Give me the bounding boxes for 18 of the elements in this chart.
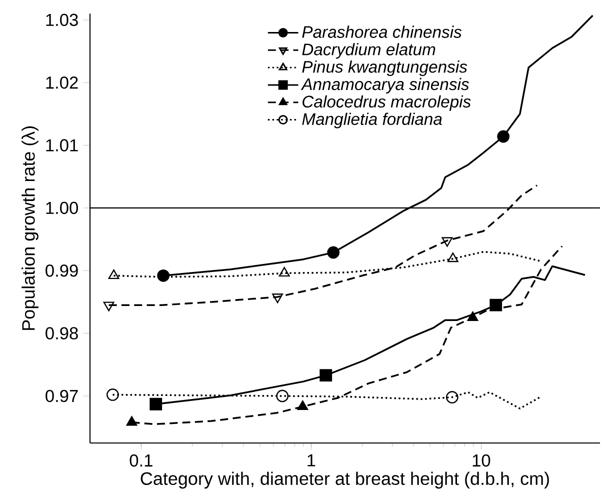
- y-tick-label: 0.97: [46, 390, 78, 402]
- legend-label: Manglietia fordiana: [302, 112, 442, 128]
- x-tick-label: 1: [308, 454, 316, 466]
- y-tick-label: 0.99: [46, 264, 78, 277]
- y-tick-label: 1.02: [46, 76, 78, 89]
- y-tick-label: 1.00: [46, 202, 78, 214]
- x-tick-label: 0.1: [130, 454, 152, 467]
- y-tick-label: 1.03: [46, 14, 78, 26]
- legend-label: Parashorea chinensis: [302, 26, 462, 38]
- y-tick-label: 1.01: [46, 139, 78, 152]
- y-axis-title: Population growth rate (λ): [22, 126, 38, 330]
- legend-label: Calocedrus macrolepis: [302, 95, 471, 111]
- legend-label: Annamocarya sinensis: [300, 78, 469, 94]
- legend-label: Dacrydium elatum: [302, 43, 436, 59]
- legend-label: Pinus kwangtungensis: [302, 60, 468, 76]
- y-tick-label: 0.98: [46, 327, 78, 340]
- x-axis-title: Category with, diameter at breast height (d.b.h, cm): [140, 472, 549, 489]
- x-tick-label: 10: [472, 454, 490, 467]
